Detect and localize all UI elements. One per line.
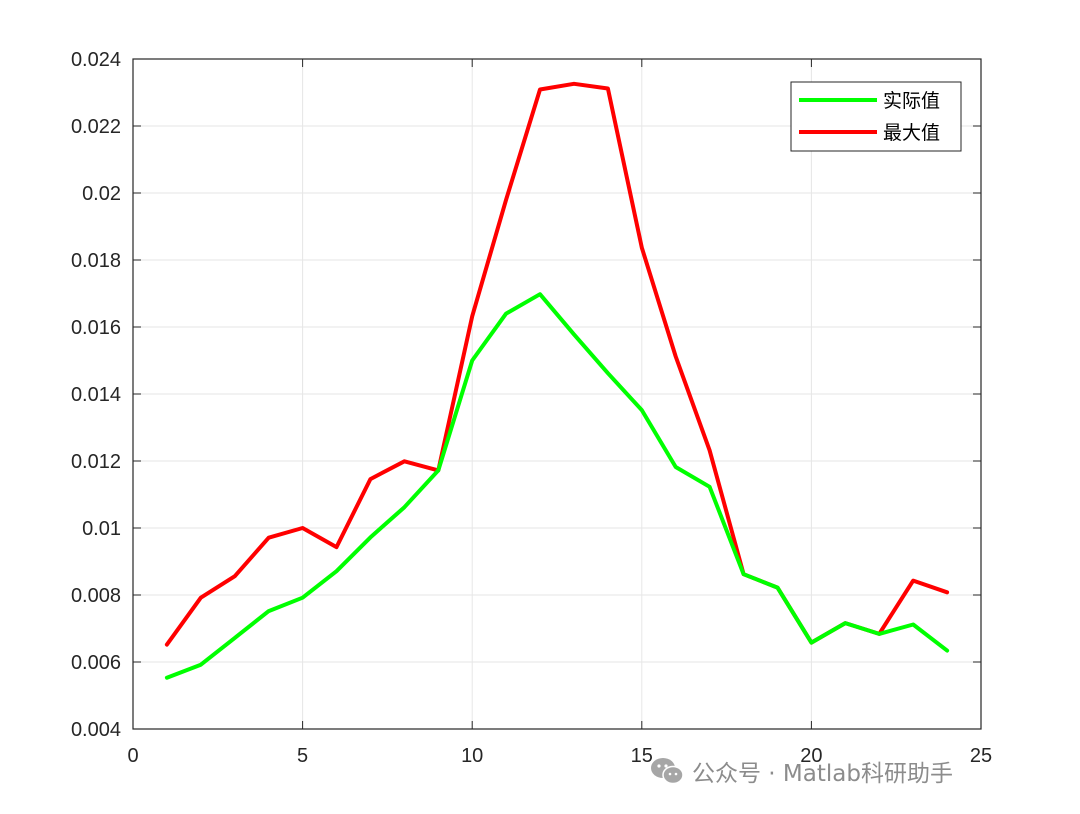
x-tick-label: 20 [800,745,822,767]
x-axis-tick-labels: 0 5 10 15 20 25 [127,745,992,767]
x-tick-label: 0 [127,745,138,767]
watermark-text: 公众号 · Matlab科研助手 [692,761,953,787]
x-tick-label: 15 [631,745,653,767]
y-tick-label: 0.008 [71,585,121,607]
legend-box [790,81,962,152]
y-tick-label: 0.024 [71,49,121,71]
y-tick-label: 0.018 [71,250,121,272]
legend-label-actual: 实际值 [883,90,940,112]
x-tick-label: 25 [970,745,992,767]
watermark: 公众号 · Matlab科研助手 [650,754,953,788]
y-tick-label: 0.014 [71,384,121,406]
y-tick-label: 0.02 [82,183,121,205]
y-tick-label: 0.016 [71,317,121,339]
legend: 实际值 最大值 [790,81,962,152]
series-lines [164,81,950,680]
y-axis-tick-labels: 0.004 0.006 0.008 0.01 0.012 0.014 0.016 0.018 0… [71,49,121,741]
grid-lines [133,59,981,729]
y-tick-label: 0.01 [82,518,121,540]
y-tick-label: 0.004 [71,719,121,741]
axis-ticks [132,58,982,730]
y-tick-label: 0.022 [71,116,121,138]
y-tick-label: 0.012 [71,451,121,473]
x-tick-label: 5 [297,745,308,767]
y-tick-label: 0.006 [71,652,121,674]
series-line-actual [164,292,950,680]
legend-label-max: 最大值 [883,122,940,144]
x-tick-label: 10 [461,745,483,767]
wechat-icon [651,758,684,785]
